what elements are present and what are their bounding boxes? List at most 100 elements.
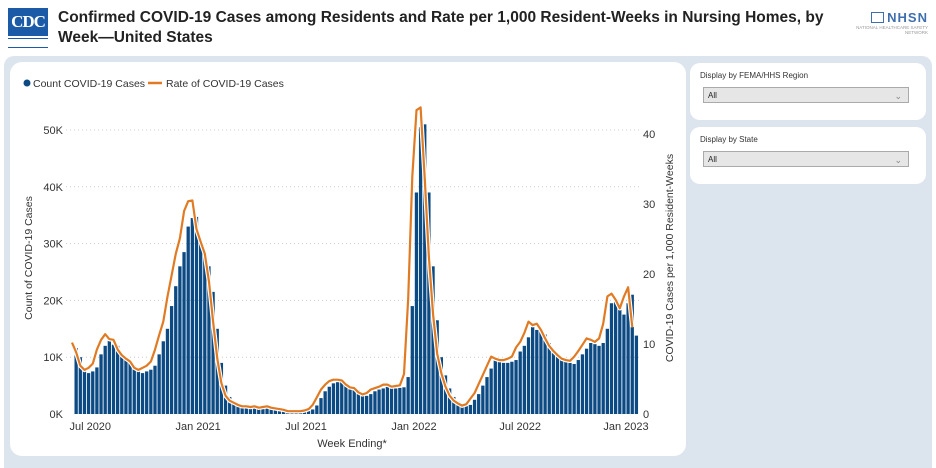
- bar: [124, 360, 128, 414]
- bar: [377, 389, 381, 414]
- bar: [74, 348, 78, 414]
- bar: [186, 226, 190, 414]
- bar: [82, 369, 87, 414]
- bar: [228, 396, 232, 414]
- cdc-logo-tagline: [8, 38, 48, 48]
- bar: [385, 386, 390, 414]
- bar: [452, 396, 456, 414]
- bar: [626, 303, 630, 414]
- state-filter-label: Display by State: [700, 135, 758, 144]
- bar: [402, 387, 406, 414]
- bar: [182, 252, 186, 414]
- bar: [423, 124, 427, 414]
- bar: [257, 407, 261, 414]
- y-tick-label: 20K: [43, 295, 63, 307]
- y-tick-label: 50K: [43, 125, 63, 137]
- bar: [394, 388, 398, 414]
- bar: [269, 407, 273, 414]
- bar: [464, 406, 468, 414]
- bar: [472, 399, 477, 414]
- bar: [564, 361, 568, 414]
- bar: [398, 387, 402, 414]
- bar: [535, 329, 539, 414]
- bar: [199, 243, 203, 414]
- bar: [501, 362, 506, 414]
- bar: [369, 394, 373, 414]
- bar: [373, 391, 377, 414]
- bar: [236, 403, 240, 414]
- chevron-down-icon: ⌄: [894, 91, 902, 101]
- bar: [356, 390, 360, 414]
- state-filter-value: All: [708, 155, 717, 164]
- bar: [439, 357, 443, 414]
- bar: [514, 360, 518, 414]
- nhsn-logo: NHSN National Healthcare Safety Network: [836, 10, 928, 35]
- state-filter-card: Display by State All ⌄: [690, 127, 926, 184]
- y-axis-title: Count of COVID-19 Cases: [23, 196, 35, 320]
- bar: [597, 345, 601, 414]
- x-tick-label: Jul 2021: [285, 421, 327, 433]
- cdc-logo: CDC: [8, 8, 48, 48]
- bar: [261, 408, 265, 414]
- bar: [99, 354, 103, 414]
- bar: [493, 360, 497, 414]
- bar: [510, 361, 514, 414]
- bar: [634, 335, 639, 414]
- bar: [169, 306, 174, 414]
- bar: [153, 365, 157, 414]
- bar: [86, 373, 91, 414]
- x-tick-label: Jan 2023: [603, 421, 648, 433]
- bar: [572, 364, 576, 414]
- bar: [543, 334, 547, 414]
- bar: [273, 408, 277, 414]
- y2-tick-label: 40: [643, 129, 655, 141]
- bar: [365, 395, 369, 414]
- x-tick-label: Jul 2022: [499, 421, 541, 433]
- bar: [207, 266, 211, 414]
- bar: [132, 365, 136, 414]
- bar: [145, 371, 149, 414]
- bar: [323, 391, 327, 414]
- bar: [614, 300, 618, 414]
- state-filter-dropdown[interactable]: All ⌄: [703, 151, 909, 167]
- bar: [539, 328, 543, 414]
- region-filter-dropdown[interactable]: All ⌄: [703, 87, 909, 103]
- bar: [518, 351, 522, 414]
- bar: [107, 340, 111, 414]
- bar: [547, 343, 551, 414]
- bar: [427, 192, 431, 414]
- bar: [174, 286, 178, 414]
- rate-line: [70, 106, 634, 413]
- bar: [468, 404, 473, 414]
- y2-tick-label: 10: [643, 339, 655, 351]
- bar: [136, 371, 141, 414]
- chevron-down-icon: ⌄: [894, 155, 902, 165]
- bar: [319, 398, 323, 414]
- bar: [460, 403, 464, 414]
- bar: [344, 382, 348, 414]
- y-tick-label: 0K: [50, 409, 64, 421]
- bar: [435, 320, 439, 414]
- bar: [584, 348, 589, 414]
- bar: [555, 354, 560, 414]
- bar: [622, 314, 626, 414]
- bar: [306, 410, 311, 414]
- bar: [477, 394, 481, 414]
- bar: [149, 369, 153, 414]
- bar: [551, 349, 556, 414]
- bar: [277, 408, 282, 414]
- bar: [340, 382, 344, 414]
- bar: [327, 386, 331, 414]
- bar: [481, 385, 485, 414]
- bar: [78, 357, 82, 414]
- bar: [194, 216, 199, 414]
- bar: [315, 405, 319, 414]
- bar: [526, 337, 531, 414]
- bar: [593, 344, 597, 414]
- bar: [157, 354, 161, 414]
- bar: [331, 383, 336, 414]
- bar: [568, 362, 572, 414]
- x-axis-title: Week Ending*: [317, 438, 387, 450]
- bar: [418, 127, 423, 414]
